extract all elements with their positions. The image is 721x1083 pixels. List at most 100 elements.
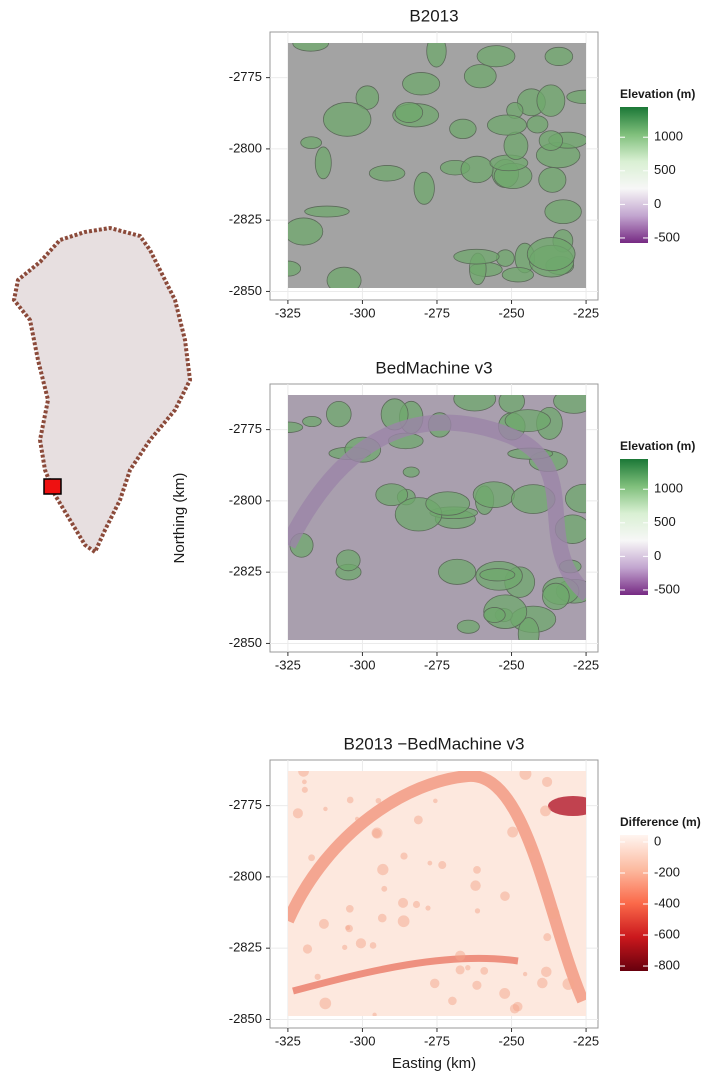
raster-speck: [377, 864, 388, 875]
panel-title: BedMachine v3: [375, 358, 492, 377]
raster-speck: [378, 914, 387, 923]
raster-speck: [320, 998, 332, 1010]
raster-speck: [302, 780, 307, 785]
colorbar: [620, 835, 648, 971]
x-tick-label: -225: [573, 305, 599, 320]
raster-image: [288, 766, 598, 1017]
raster-speck: [470, 880, 480, 890]
legend-label: 1000: [654, 481, 683, 496]
raster-blob: [487, 115, 526, 135]
y-tick-label: -2800: [229, 868, 262, 883]
raster-speck: [428, 861, 433, 866]
raster-blob: [539, 131, 563, 151]
raster-blob: [504, 132, 528, 159]
raster-speck: [381, 886, 387, 892]
y-tick-label: -2800: [229, 492, 262, 507]
greenland-inset: [14, 228, 190, 552]
y-tick-label: -2825: [229, 564, 262, 579]
raster-speck: [315, 974, 321, 980]
raster-speck: [542, 777, 552, 787]
legend-label: 0: [654, 548, 661, 563]
raster-speck: [480, 967, 488, 975]
raster-speck: [413, 901, 420, 908]
raster-blob: [480, 569, 515, 581]
x-tick-label: -300: [349, 305, 375, 320]
raster-speck: [473, 866, 481, 874]
raster-speck: [472, 981, 481, 990]
raster-speck: [346, 905, 354, 913]
y-tick-label: -2775: [229, 797, 262, 812]
raster-blob: [450, 119, 477, 138]
raster-blob: [284, 218, 322, 245]
raster-speck: [537, 978, 548, 989]
raster-blob: [545, 47, 573, 65]
legend-label: -500: [654, 581, 680, 596]
raster-blob: [395, 102, 423, 122]
raster-speck: [448, 997, 457, 1006]
colorbar: [620, 459, 648, 595]
legend-label: 500: [654, 514, 676, 529]
y-tick-label: -2850: [229, 1011, 262, 1026]
raster-blob: [323, 102, 371, 136]
raster-speck: [510, 1004, 520, 1014]
raster-blob: [326, 401, 351, 427]
raster-blob: [336, 550, 360, 571]
raster-blob: [403, 72, 440, 95]
raster-speck: [541, 967, 552, 978]
raster-speck: [346, 925, 353, 932]
raster-speck: [342, 945, 347, 950]
raster-blob: [301, 137, 322, 149]
figure: -325-300-275-250-225-2775-2800-2825-2850…: [0, 0, 721, 1078]
legend-label: -600: [654, 926, 680, 941]
raster-blob: [539, 167, 566, 192]
raster-speck: [425, 905, 430, 910]
raster-speck: [456, 965, 465, 974]
raster-speck: [398, 898, 408, 908]
raster-blob: [537, 85, 565, 116]
raster-blob: [403, 467, 419, 477]
raster-speck: [430, 979, 439, 988]
raster-blob: [473, 482, 514, 508]
raster-speck: [563, 978, 575, 990]
legend-label: -400: [654, 895, 680, 910]
raster-blob: [457, 620, 479, 633]
x-tick-label: -300: [349, 657, 375, 672]
raster-blob: [527, 238, 575, 271]
x-tick-label: -275: [424, 657, 450, 672]
raster-speck: [303, 944, 312, 953]
y-axis-label: Northing (km): [171, 473, 188, 564]
raster-blob: [305, 206, 350, 217]
x-tick-label: -225: [573, 1033, 599, 1048]
raster-speck: [507, 827, 518, 838]
raster-speck: [465, 965, 470, 970]
raster-speck: [323, 807, 327, 811]
raster-speck: [438, 861, 446, 869]
raster-speck: [308, 854, 315, 861]
raster-speck: [499, 988, 510, 999]
x-tick-label: -250: [499, 305, 525, 320]
y-tick-label: -2800: [229, 140, 262, 155]
raster-blob: [545, 200, 582, 224]
raster-speck: [527, 845, 535, 853]
raster-blob: [542, 583, 569, 609]
legend-label: 0: [654, 196, 661, 211]
raster-speck: [293, 808, 303, 818]
raster-speck: [540, 806, 551, 817]
raster-blob: [527, 116, 548, 133]
raster-speck: [376, 798, 382, 804]
raster-image: [275, 35, 603, 294]
x-tick-label: -300: [349, 1033, 375, 1048]
raster-speck: [347, 797, 354, 804]
y-tick-label: -2825: [229, 940, 262, 955]
colorbar: [620, 107, 648, 243]
raster-speck: [302, 787, 308, 793]
raster-blob: [502, 267, 533, 281]
x-tick-label: -275: [424, 1033, 450, 1048]
legend-title: Difference (m): [620, 815, 701, 829]
raster-speck: [400, 853, 407, 860]
y-tick-label: -2850: [229, 283, 262, 298]
raster-blob: [369, 165, 405, 181]
landmass: [14, 228, 190, 552]
x-tick-label: -225: [573, 657, 599, 672]
panel-title: B2013 −BedMachine v3: [344, 734, 525, 753]
